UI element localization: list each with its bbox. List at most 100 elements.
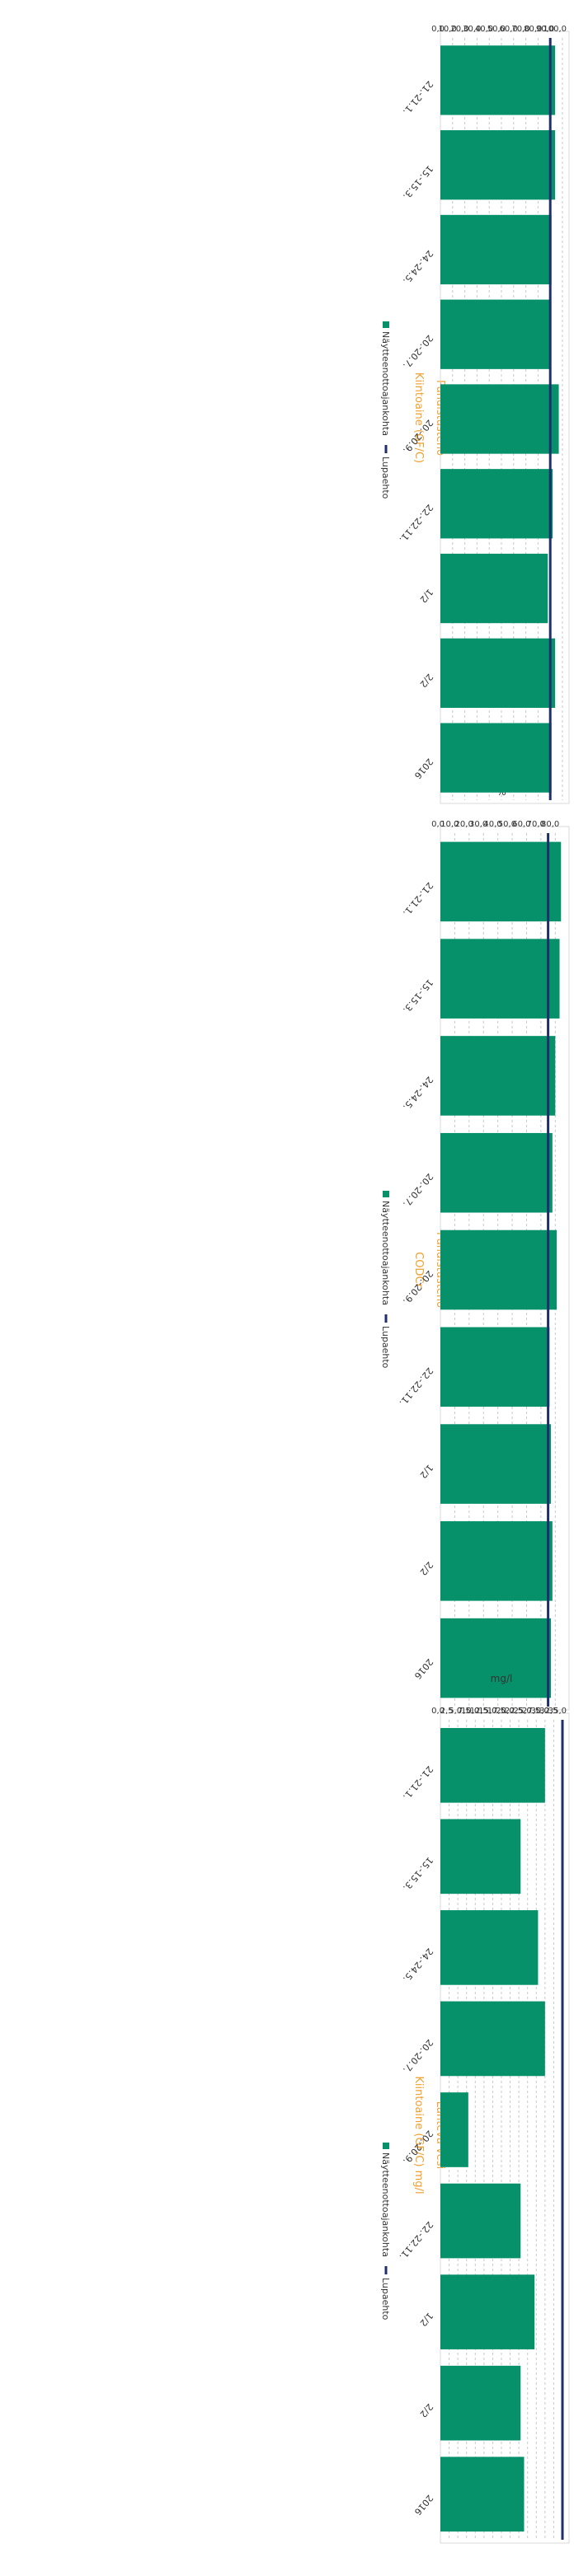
legend-label-samples: Näytteenottoajankohta — [380, 2152, 391, 2257]
bar — [440, 1036, 556, 1116]
bar — [440, 1132, 553, 1213]
bar — [440, 214, 552, 285]
bar — [440, 384, 559, 454]
x-tick-label: 20.-20.7. — [401, 333, 435, 371]
bar — [440, 45, 556, 115]
y-axis-label: % — [496, 0, 506, 2]
x-tick-label: 1/2 — [417, 2311, 435, 2329]
bar — [440, 1229, 558, 1310]
chart-subtitle: Kiintoaine (GF/C) — [412, 372, 425, 463]
x-tick-label: 2016 — [412, 1656, 435, 1681]
legend-label-limit: Lupaehto — [380, 457, 391, 499]
y-tick-label: 10,0 — [461, 1707, 479, 1716]
x-tick-label: 1/2 — [417, 587, 435, 605]
x-tick-label: 24.-24.5. — [401, 1946, 435, 1984]
chart-subtitle: Kiintoaine (GF/C) mg/l — [412, 2076, 425, 2194]
y-tick-label: 60,0 — [500, 25, 518, 34]
x-tick-label: 20.-20.7. — [401, 2037, 435, 2075]
legend-label-limit: Lupaehto — [380, 2278, 391, 2321]
bar — [440, 1521, 553, 1601]
x-tick-label: 22.-22.11. — [397, 502, 435, 545]
y-tick-label: 5,0 — [449, 1707, 462, 1716]
y-tick-label: 40,0 — [475, 25, 493, 34]
legend-swatch-samples — [383, 2143, 389, 2149]
x-tick-label: 2016 — [412, 756, 435, 781]
chart-codcr-efficiency: PuhdistustehoCODCr0,010,020,030,040,050,… — [380, 786, 570, 1711]
y-tick-label: 32,5 — [539, 1707, 558, 1716]
bar — [440, 2274, 535, 2349]
y-tick-label: 100,0 — [543, 25, 567, 34]
x-tick-label: 2/2 — [417, 672, 435, 690]
x-tick-label: 2/2 — [417, 1559, 435, 1577]
y-tick-label: 25,0 — [513, 1707, 531, 1716]
bar — [440, 2001, 545, 2077]
y-tick-label: 80,0 — [524, 25, 542, 34]
x-tick-label: 20.-20.7. — [401, 1171, 435, 1209]
y-axis-label: mg/l — [491, 1673, 513, 1684]
y-tick-label: 0,0 — [431, 820, 445, 829]
y-tick-label: 15,0 — [478, 1707, 496, 1716]
y-tick-label: 0,0 — [431, 1707, 445, 1716]
y-tick-label: 0,0 — [431, 25, 445, 34]
x-tick-label: 22.-22.11. — [397, 2219, 435, 2262]
y-tick-label: 40,0 — [483, 820, 501, 829]
bar — [440, 2457, 525, 2532]
y-tick-label: 30,0 — [531, 1707, 549, 1716]
bar — [440, 723, 552, 793]
x-tick-label: 21.-21.1. — [401, 880, 435, 918]
bar — [440, 2092, 468, 2167]
y-tick-label: 27,5 — [522, 1707, 540, 1716]
chart-subtitle: CODCr — [412, 1252, 425, 1288]
y-tick-label: 70,0 — [527, 820, 545, 829]
bar — [440, 130, 556, 200]
bar — [440, 1327, 550, 1407]
x-tick-label: 2/2 — [417, 2401, 435, 2419]
y-tick-label: 20,0 — [455, 820, 473, 829]
x-tick-label: 15.-15.3. — [401, 1855, 435, 1893]
y-tick-label: 30,0 — [463, 25, 481, 34]
bar — [440, 2365, 521, 2441]
x-tick-label: 22.-22.11. — [397, 1365, 435, 1408]
bar — [440, 1727, 545, 1803]
bar — [440, 638, 556, 708]
y-tick-label: 80,0 — [541, 820, 559, 829]
x-tick-label: 1/2 — [417, 1463, 435, 1481]
y-tick-label: 50,0 — [498, 820, 516, 829]
y-tick-label: 50,0 — [487, 25, 506, 34]
y-tick-label: 2,5 — [440, 1707, 454, 1716]
x-tick-label: 15.-15.3. — [401, 977, 435, 1015]
bar — [440, 1910, 539, 1985]
y-tick-label: 70,0 — [511, 25, 529, 34]
legend-label-samples: Näytteenottoajankohta — [380, 331, 391, 436]
y-tick-label: 10,0 — [440, 820, 459, 829]
x-tick-label: 21.-21.1. — [401, 1763, 435, 1801]
bar — [440, 1424, 552, 1504]
legend-label-samples: Näytteenottoajankohta — [380, 1201, 391, 1305]
y-tick-label: 10,0 — [439, 25, 457, 34]
bar — [440, 469, 553, 539]
legend-swatch-samples — [383, 321, 389, 328]
y-tick-label: 20,0 — [450, 25, 468, 34]
y-tick-label: 30,0 — [469, 820, 487, 829]
x-tick-label: 2016 — [412, 2493, 435, 2517]
x-tick-label: 24.-24.5. — [401, 1075, 435, 1112]
legend-swatch-samples — [383, 1191, 389, 1197]
bar — [440, 553, 548, 624]
bar — [440, 1819, 521, 1895]
x-tick-label: 24.-24.5. — [401, 248, 435, 286]
y-tick-label: 35,0 — [548, 1707, 567, 1716]
bar — [440, 841, 562, 922]
x-tick-label: 21.-21.1. — [401, 78, 435, 116]
bar — [440, 939, 560, 1019]
x-tick-label: 15.-15.3. — [401, 163, 435, 201]
legend-label-limit: Lupaehto — [380, 1326, 391, 1369]
y-tick-label: 22,5 — [505, 1707, 523, 1716]
bar — [440, 2183, 521, 2259]
y-tick-label: 17,5 — [487, 1707, 506, 1716]
bar — [440, 1618, 552, 1698]
y-tick-label: 7,5 — [458, 1707, 471, 1716]
y-tick-label: 90,0 — [536, 25, 554, 34]
y-tick-label: 60,0 — [512, 820, 530, 829]
